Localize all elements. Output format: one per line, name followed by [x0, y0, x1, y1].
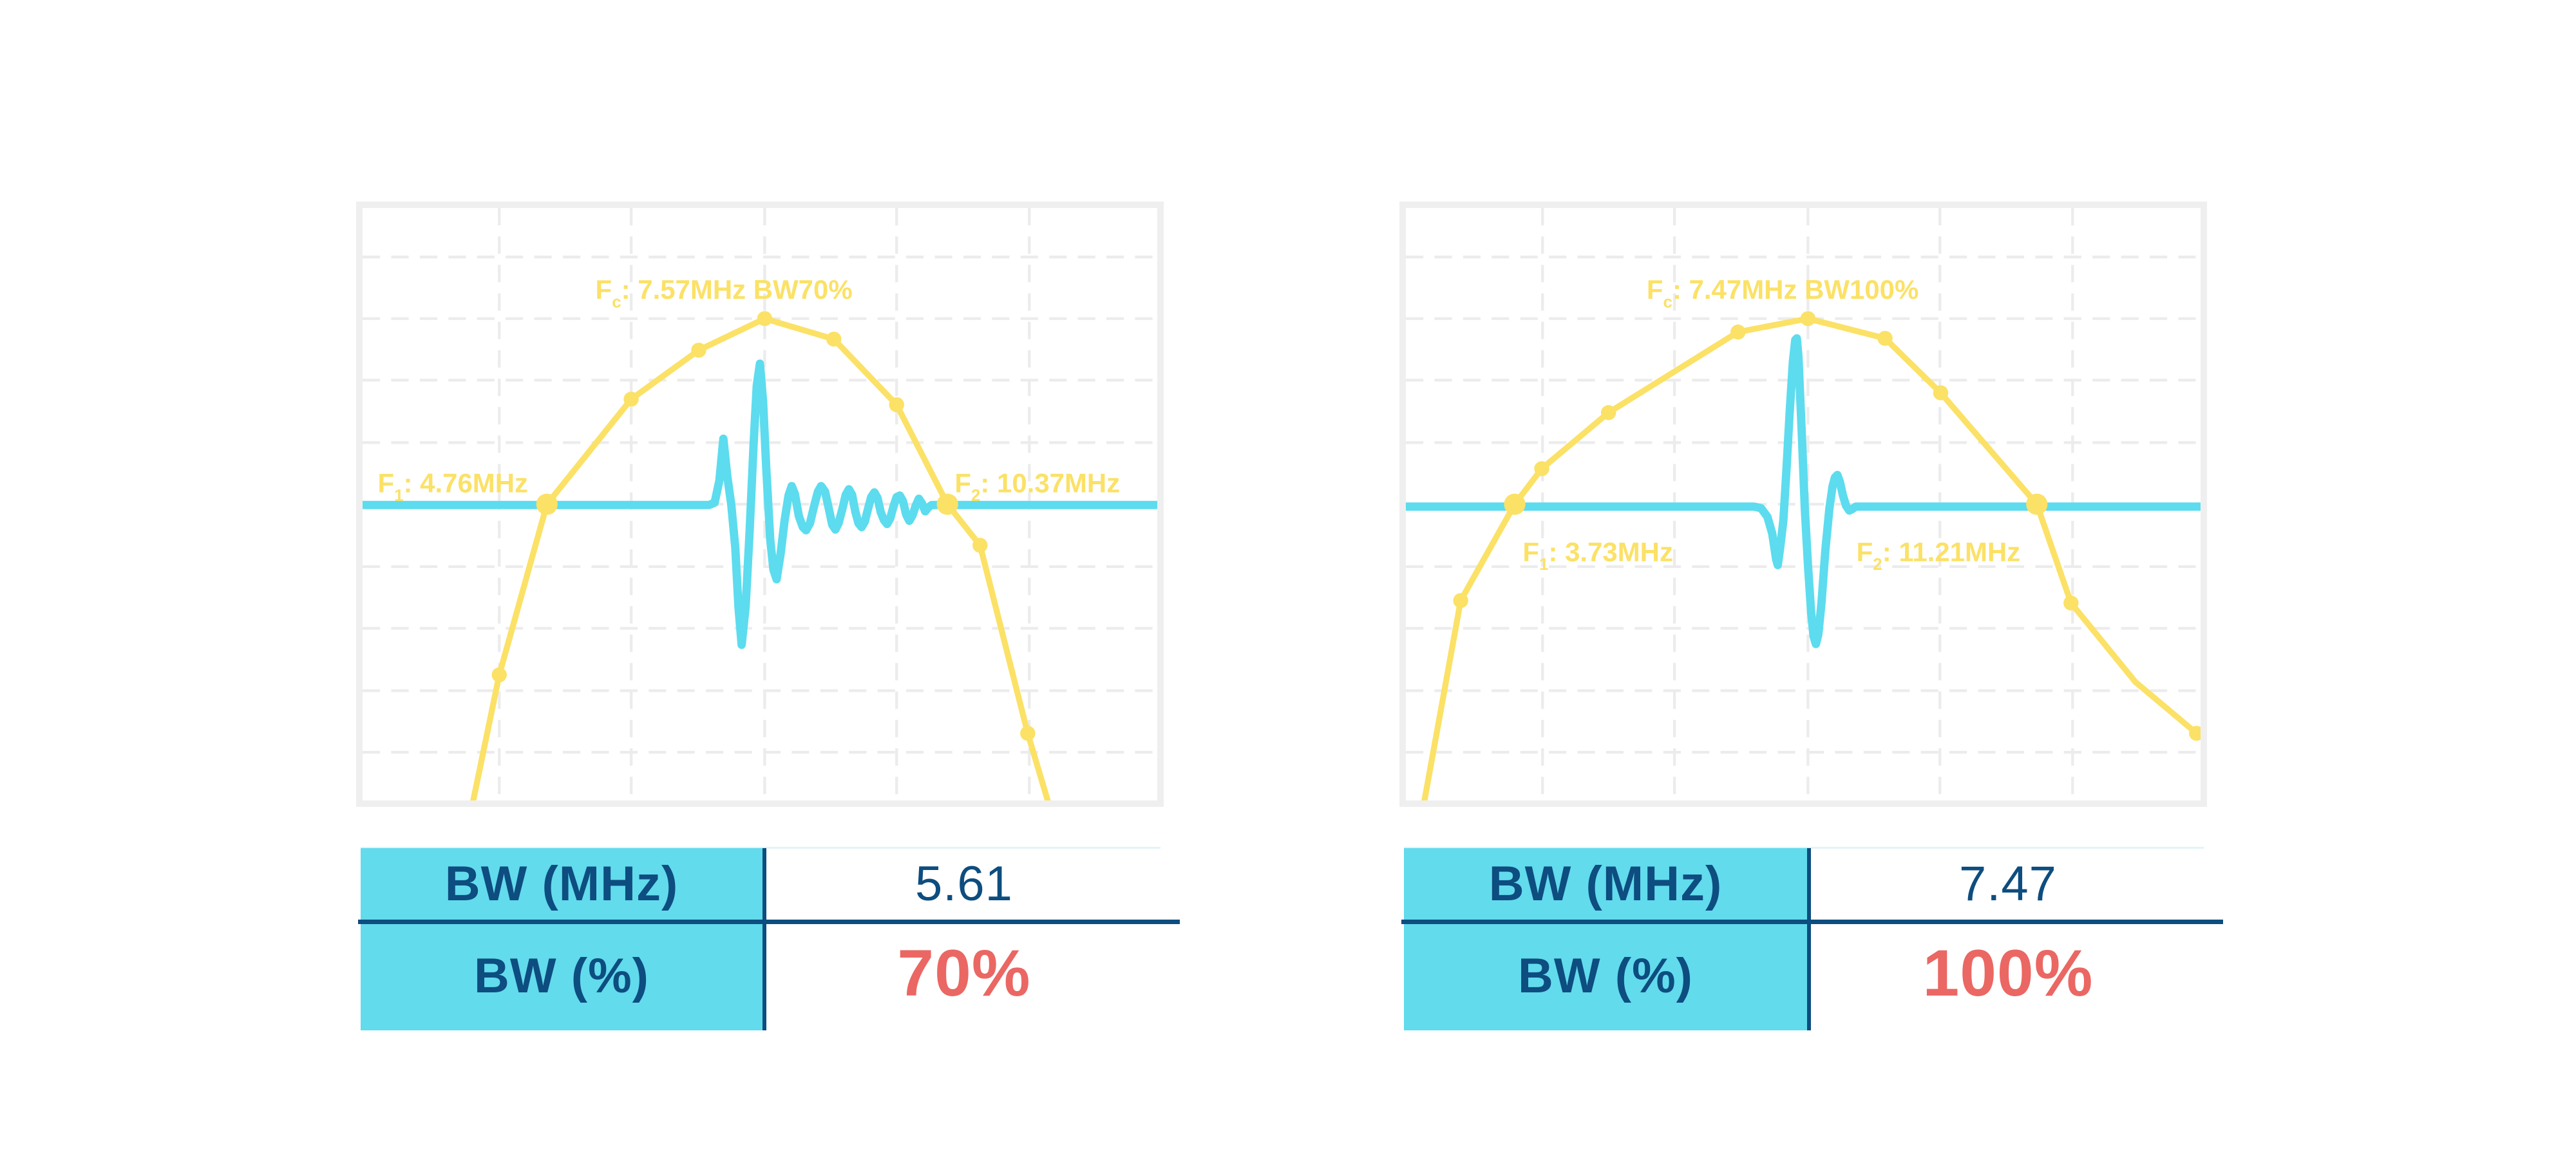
spectrum-marker	[1020, 726, 1036, 741]
bandwidth-edge-marker	[1504, 493, 1526, 515]
spectrum-marker	[1534, 461, 1549, 477]
table-top-hairline	[361, 847, 1160, 849]
series-layer	[363, 311, 1157, 800]
series-layer	[1406, 311, 2201, 800]
spectrum-marker	[2063, 595, 2079, 610]
f1-annotation: F1: 4.76MHz	[377, 468, 528, 505]
spectrum-marker	[826, 331, 842, 347]
spectrum-chart-bw70-svg: Fc: 7.57MHz BW70% F1: 4.76MHz F2: 10.37M…	[363, 208, 1157, 800]
table-row-divider	[358, 920, 1180, 924]
spectrum-chart-bw100: Fc: 7.47MHz BW100% F1: 3.73MHz F2: 11.21…	[1399, 202, 2207, 807]
spectrum-chart-bw70: Fc: 7.57MHz BW70% F1: 4.76MHz F2: 10.37M…	[356, 202, 1164, 807]
bandwidth-edge-marker	[536, 493, 558, 515]
spectrum-marker	[1877, 330, 1893, 346]
bw-mhz-label: BW (MHz)	[1488, 856, 1723, 911]
f2-annotation: F2: 10.37MHz	[954, 468, 1120, 505]
spectrum-marker	[889, 397, 904, 413]
table-top-hairline	[1404, 847, 2204, 849]
table-column-divider	[1807, 848, 1811, 1030]
table-column-divider	[762, 848, 766, 1030]
spectrum-marker	[1453, 593, 1468, 609]
spectrum-marker	[1600, 405, 1616, 421]
bandwidth-edge-marker	[936, 493, 958, 515]
bw-percent-value: 70%	[897, 936, 1031, 1010]
table-label-column-bg	[361, 848, 762, 1030]
spectrum-marker	[2189, 726, 2201, 741]
fc-annotation: Fc: 7.57MHz BW70%	[596, 274, 853, 311]
bw-percent-label: BW (%)	[474, 948, 649, 1003]
spectrum-marker	[623, 392, 639, 407]
table-label-column-bg	[1404, 848, 1807, 1030]
spectrum-marker	[491, 667, 507, 683]
f2-annotation: F2: 11.21MHz	[1857, 536, 2021, 573]
fc-annotation: Fc: 7.47MHz BW100%	[1647, 274, 1918, 311]
spectrum-chart-bw100-svg: Fc: 7.47MHz BW100% F1: 3.73MHz F2: 11.21…	[1406, 208, 2201, 800]
spectrum-marker	[691, 343, 706, 358]
bw-mhz-label: BW (MHz)	[444, 856, 679, 911]
spectrum-marker	[1933, 385, 1949, 401]
bandwidth-edge-marker	[2026, 493, 2048, 515]
spectrum-marker	[1730, 324, 1746, 340]
bw-percent-label: BW (%)	[1518, 948, 1693, 1003]
f1-annotation: F1: 3.73MHz	[1522, 536, 1673, 573]
bw-percent-value: 100%	[1922, 936, 2094, 1010]
table-row-divider	[1401, 920, 2223, 924]
bw-mhz-value: 7.47	[1959, 856, 2057, 911]
spectrum-marker	[1800, 311, 1816, 326]
spectrum-curve	[470, 316, 1051, 800]
pulse-waveform	[1406, 334, 2201, 648]
pulse-waveform	[363, 359, 1157, 649]
bw-mhz-value: 5.61	[915, 856, 1013, 911]
spectrum-marker	[757, 311, 773, 326]
spectrum-marker	[972, 538, 988, 553]
